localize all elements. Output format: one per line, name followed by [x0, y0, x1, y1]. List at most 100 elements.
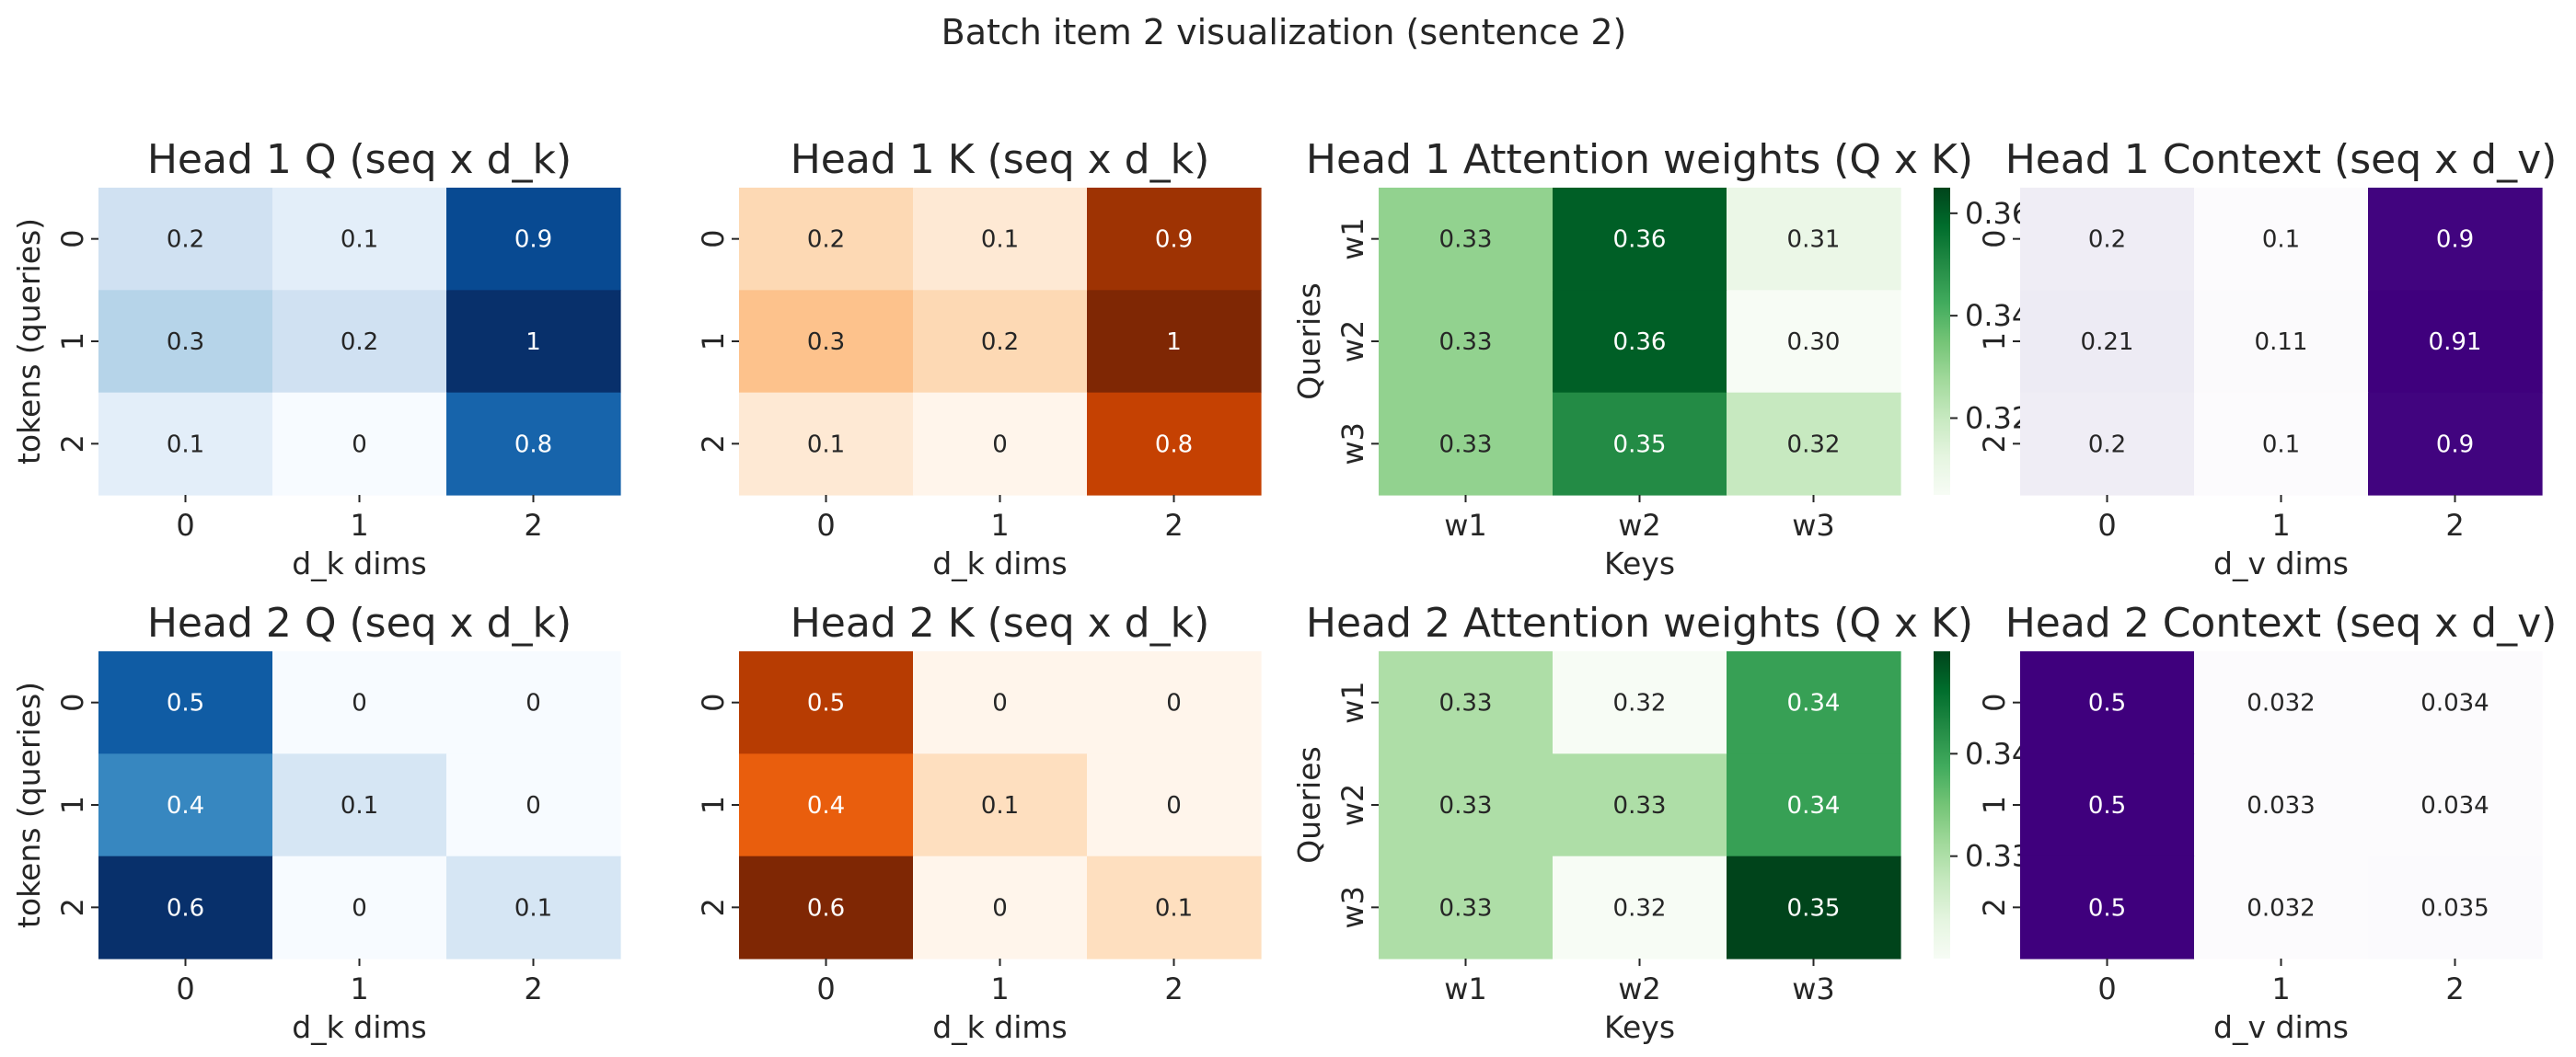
cell-value: 0.9	[2436, 226, 2474, 254]
heatmap-cell	[739, 290, 914, 394]
cell-value: 0	[352, 431, 367, 458]
cell-value: 0.2	[167, 226, 204, 254]
y-tick-label: 2	[696, 898, 731, 916]
cell-value: 0.36	[1613, 328, 1667, 356]
cell-value: 0.5	[167, 690, 204, 718]
y-tick-label: 1	[696, 332, 731, 350]
y-tick-label: w1	[1335, 681, 1370, 724]
x-axis-label: d_k dims	[932, 1009, 1068, 1045]
heatmap-cell	[739, 856, 914, 959]
cell-value: 0.1	[2262, 431, 2300, 458]
heatmap-cell	[1379, 290, 1554, 394]
colorbar	[1934, 651, 1950, 959]
panel-title: Head 2 Context (seq x d_v)	[2005, 600, 2558, 647]
cell-value: 0.5	[2088, 690, 2126, 718]
cell-value: 0.6	[807, 894, 845, 922]
x-axis-label: Keys	[1604, 1009, 1675, 1045]
heatmap-cell	[98, 392, 273, 496]
heatmap-cell	[272, 392, 447, 496]
cell-value: 0.34	[1787, 792, 1841, 820]
heatmap-cell	[446, 392, 621, 496]
heatmap-cell	[98, 188, 273, 291]
heatmap-cell	[2020, 290, 2195, 394]
heatmap-cell	[2194, 753, 2369, 857]
heatmap-cell	[446, 856, 621, 959]
cell-value: 0.4	[167, 792, 204, 820]
x-tick-label: 1	[350, 971, 368, 1006]
y-tick-label: 0	[55, 693, 90, 711]
heatmap-cell	[98, 290, 273, 394]
cell-value: 0.9	[2436, 431, 2474, 458]
x-tick-label: 0	[816, 971, 835, 1006]
cell-value: 0.6	[167, 894, 204, 922]
heatmap-cell	[98, 856, 273, 959]
heatmap-cell	[98, 753, 273, 857]
heatmap-cell	[272, 651, 447, 754]
heatmap-cell	[913, 651, 1088, 754]
y-axis-label: tokens (queries)	[11, 218, 47, 465]
heatmap-cell	[739, 392, 914, 496]
y-tick-label: 2	[55, 898, 90, 916]
x-tick-label: 1	[2271, 508, 2290, 543]
cell-value: 0.33	[1439, 690, 1493, 718]
heatmap-cell	[2020, 856, 2195, 959]
cell-value: 0.1	[807, 431, 845, 458]
y-tick-label: w1	[1335, 217, 1370, 260]
heatmap-cell	[739, 753, 914, 857]
y-tick-label: 0	[1977, 693, 2012, 711]
heatmap-cell	[913, 753, 1088, 857]
heatmap-cell	[2368, 188, 2543, 291]
cell-value: 0	[526, 690, 541, 718]
heatmap-cell	[1087, 392, 1262, 496]
cell-value: 0	[1166, 792, 1182, 820]
cell-value: 0.1	[2262, 226, 2300, 254]
cell-value: 0.31	[1787, 226, 1841, 254]
heatmap-panel: Head 2 K (seq x d_k) 0.5 0 0 0.4 0.1 0 0.6 0 0.1 0…	[696, 600, 1262, 1045]
cell-value: 0.1	[981, 792, 1019, 820]
heatmap-cell	[2020, 188, 2195, 291]
heatmap-cell	[2020, 753, 2195, 857]
x-tick-label: w2	[1618, 971, 1661, 1006]
heatmap-panel: Head 1 Context (seq x d_v)0.2 0.1 0.90.21 0…	[1977, 136, 2557, 581]
heatmap-cell	[1379, 651, 1554, 754]
x-tick-label: w3	[1792, 508, 1835, 543]
cell-value: 0.5	[807, 690, 845, 718]
x-tick-label: 1	[990, 971, 1009, 1006]
cell-value: 0.91	[2429, 328, 2482, 356]
cell-value: 0.1	[341, 226, 378, 254]
cell-value: 0.2	[341, 328, 378, 356]
cell-value: 0.33	[1439, 792, 1493, 820]
cell-value: 0.035	[2420, 894, 2489, 922]
heatmap-cell	[1553, 856, 1727, 959]
cell-value: 0.1	[1155, 894, 1193, 922]
heatmap-panel: Head 1 K (seq x d_k) 0.2 0.1 0.9 0.3 0.2 1 0.1 0…	[696, 136, 1262, 581]
cell-value: 0.21	[2081, 328, 2134, 356]
y-tick-label: 2	[1977, 898, 2012, 916]
heatmap-cell	[2368, 651, 2543, 754]
cell-value: 0.033	[2247, 792, 2315, 820]
cell-value: 0.11	[2255, 328, 2308, 356]
cell-value: 0.5	[2088, 894, 2126, 922]
heatmap-cell	[272, 290, 447, 394]
heatmap-cell	[2194, 856, 2369, 959]
heatmap-cell	[446, 290, 621, 394]
cell-value: 0.8	[1155, 431, 1193, 458]
x-tick-label: 2	[1164, 508, 1183, 543]
x-tick-label: 2	[524, 508, 542, 543]
cell-value: 0.33	[1439, 226, 1493, 254]
cell-value: 0	[352, 690, 367, 718]
heatmap-cell	[1087, 651, 1262, 754]
heatmap-cell	[1087, 290, 1262, 394]
heatmap-cell	[1727, 753, 1901, 857]
heatmap-cell	[1727, 856, 1901, 959]
cell-value: 0.032	[2247, 690, 2315, 718]
x-axis-label: d_k dims	[292, 546, 427, 581]
x-tick-label: 0	[2097, 971, 2116, 1006]
y-tick-label: 0	[55, 229, 90, 247]
heatmap-cell	[739, 651, 914, 754]
panel-title: Head 2 Attention weights (Q x K)	[1306, 600, 1973, 647]
y-tick-label: 0	[696, 693, 731, 711]
cell-value: 0.33	[1439, 328, 1493, 356]
y-tick-label: w2	[1335, 784, 1370, 827]
